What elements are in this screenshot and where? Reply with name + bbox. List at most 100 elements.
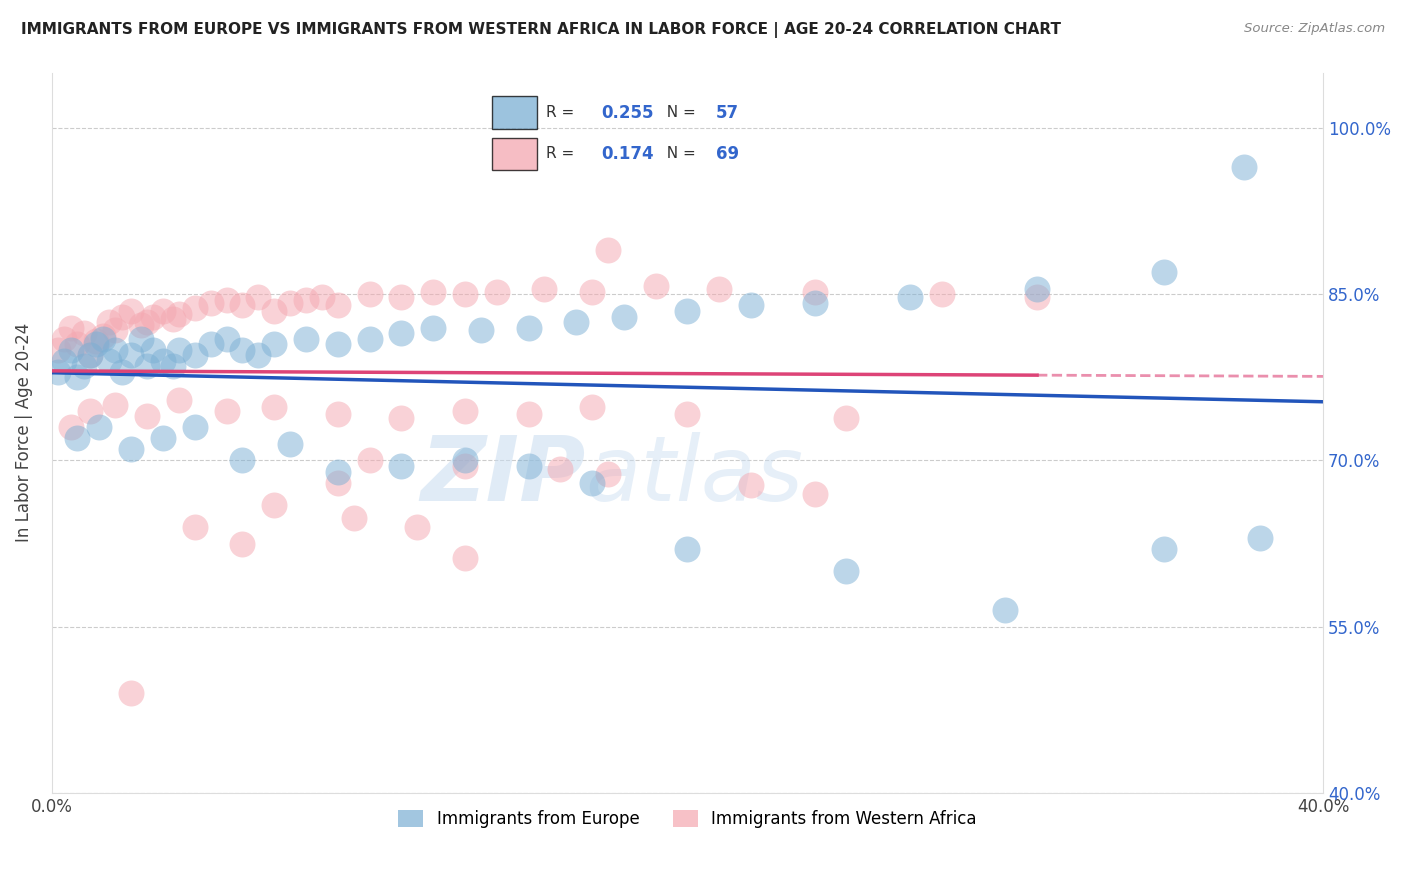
Point	[835, 411, 858, 425]
Point	[231, 453, 253, 467]
Point	[66, 370, 89, 384]
Point	[359, 287, 381, 301]
Point	[676, 407, 699, 421]
Point	[91, 329, 114, 343]
Point	[311, 290, 333, 304]
Point	[59, 420, 82, 434]
Point	[231, 536, 253, 550]
Point	[1026, 290, 1049, 304]
Point	[142, 343, 165, 357]
Point	[740, 298, 762, 312]
Point	[278, 437, 301, 451]
Point	[389, 290, 412, 304]
Point	[152, 354, 174, 368]
Point	[167, 343, 190, 357]
Point	[231, 343, 253, 357]
Point	[247, 290, 270, 304]
Y-axis label: In Labor Force | Age 20-24: In Labor Force | Age 20-24	[15, 323, 32, 542]
Point	[803, 296, 825, 310]
Point	[517, 407, 540, 421]
Point	[359, 453, 381, 467]
Point	[46, 365, 69, 379]
Point	[1026, 282, 1049, 296]
Point	[994, 603, 1017, 617]
Point	[184, 301, 207, 315]
Point	[454, 458, 477, 473]
Point	[152, 431, 174, 445]
Point	[454, 403, 477, 417]
Point	[184, 520, 207, 534]
Point	[326, 475, 349, 490]
Point	[97, 315, 120, 329]
Point	[565, 315, 588, 329]
Point	[485, 285, 508, 300]
Point	[79, 403, 101, 417]
Point	[66, 431, 89, 445]
Point	[898, 290, 921, 304]
Point	[263, 498, 285, 512]
Point	[517, 320, 540, 334]
Point	[91, 332, 114, 346]
Point	[740, 478, 762, 492]
Point	[278, 296, 301, 310]
Point	[389, 458, 412, 473]
Point	[53, 332, 76, 346]
Point	[835, 564, 858, 578]
Point	[200, 337, 222, 351]
Point	[550, 462, 572, 476]
Point	[120, 686, 142, 700]
Point	[215, 293, 238, 307]
Point	[136, 409, 159, 424]
Point	[533, 282, 555, 296]
Point	[1233, 160, 1256, 174]
Point	[1153, 542, 1175, 557]
Point	[613, 310, 636, 324]
Point	[676, 542, 699, 557]
Point	[931, 287, 953, 301]
Point	[104, 343, 127, 357]
Point	[581, 475, 603, 490]
Point	[136, 359, 159, 374]
Point	[406, 520, 429, 534]
Point	[97, 354, 120, 368]
Point	[596, 243, 619, 257]
Point	[59, 343, 82, 357]
Point	[263, 401, 285, 415]
Point	[72, 359, 94, 374]
Point	[644, 278, 666, 293]
Point	[200, 296, 222, 310]
Point	[247, 348, 270, 362]
Point	[53, 354, 76, 368]
Point	[343, 511, 366, 525]
Point	[215, 403, 238, 417]
Point	[89, 420, 111, 434]
Point	[66, 337, 89, 351]
Point	[326, 407, 349, 421]
Point	[422, 320, 444, 334]
Point	[389, 411, 412, 425]
Legend: Immigrants from Europe, Immigrants from Western Africa: Immigrants from Europe, Immigrants from …	[392, 803, 983, 835]
Text: Source: ZipAtlas.com: Source: ZipAtlas.com	[1244, 22, 1385, 36]
Point	[167, 307, 190, 321]
Point	[295, 293, 318, 307]
Point	[389, 326, 412, 341]
Point	[162, 311, 184, 326]
Text: atlas: atlas	[586, 432, 804, 520]
Point	[142, 310, 165, 324]
Point	[136, 315, 159, 329]
Point	[454, 453, 477, 467]
Point	[295, 332, 318, 346]
Point	[263, 304, 285, 318]
Point	[422, 285, 444, 300]
Point	[104, 398, 127, 412]
Text: ZIP: ZIP	[420, 432, 586, 520]
Point	[1153, 265, 1175, 279]
Point	[129, 332, 152, 346]
Point	[326, 337, 349, 351]
Point	[120, 348, 142, 362]
Point	[104, 323, 127, 337]
Point	[581, 285, 603, 300]
Point	[454, 550, 477, 565]
Point	[120, 442, 142, 457]
Point	[263, 337, 285, 351]
